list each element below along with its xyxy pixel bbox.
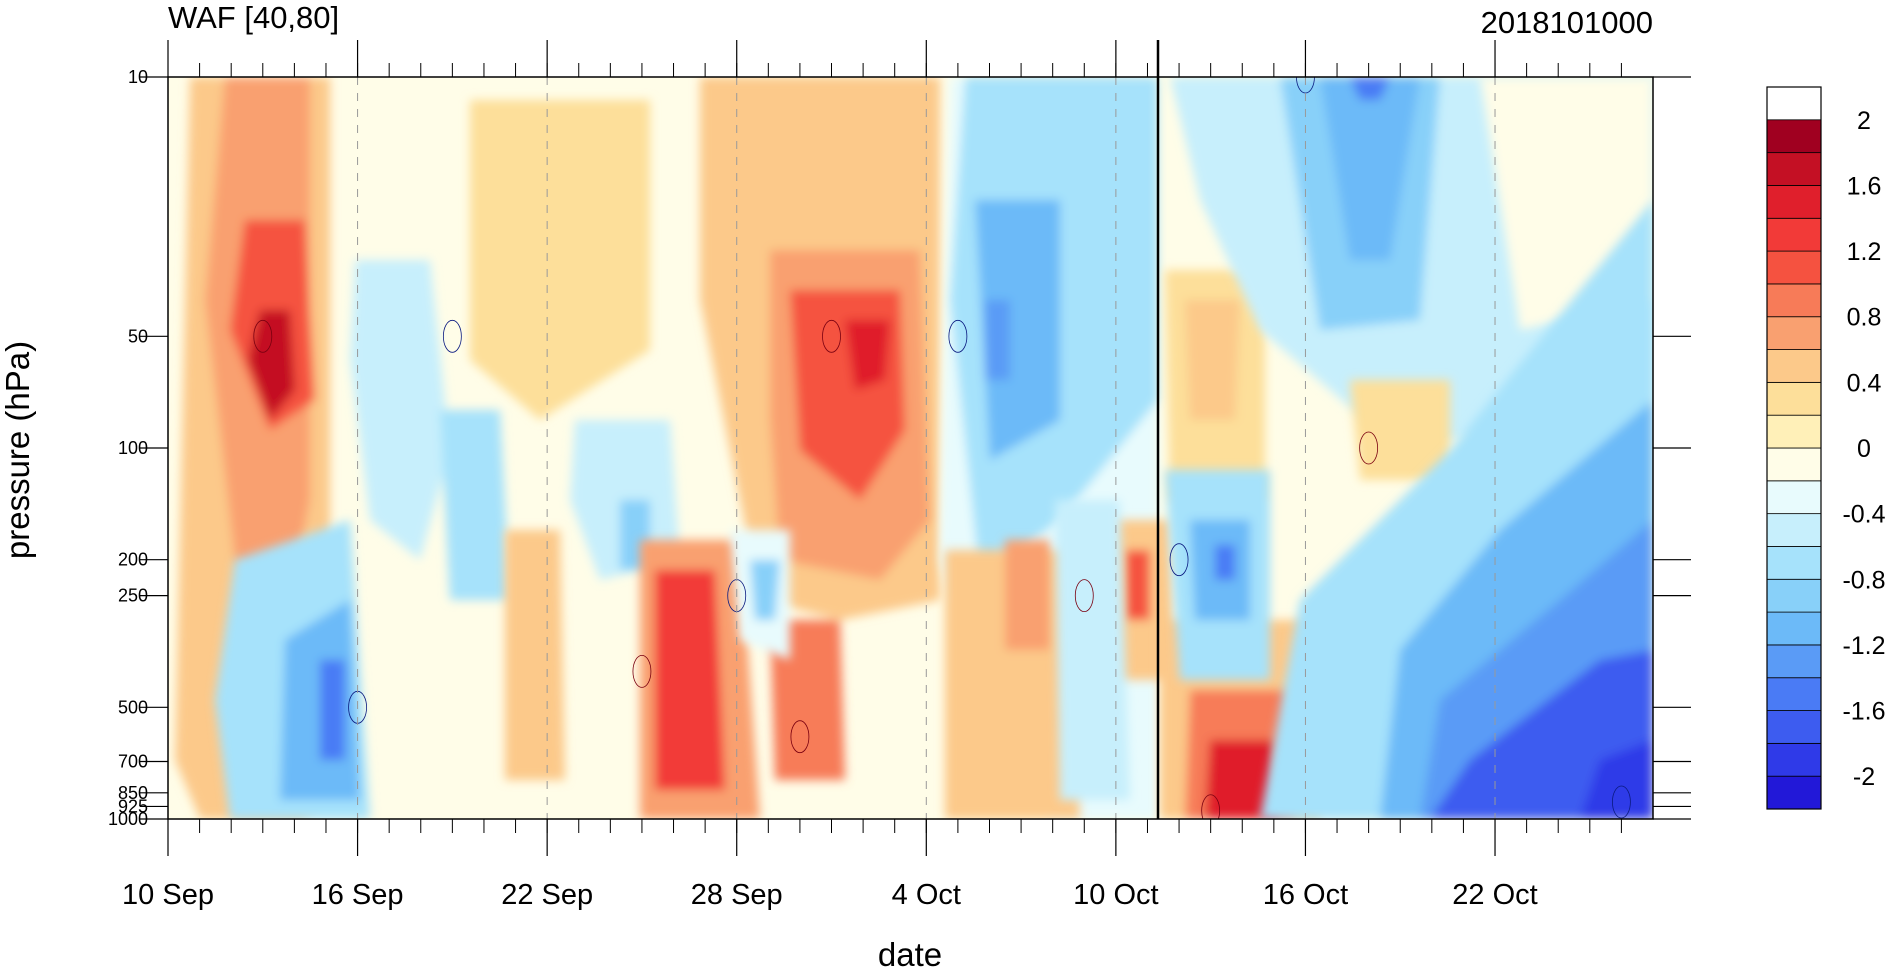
chart-title-right: 2018101000 (1481, 5, 1653, 40)
colorbar-segment (1766, 677, 1822, 711)
contour-extremum-mark (253, 319, 273, 353)
y-tick-label: 925 (118, 796, 148, 816)
contour-extremum-mark (948, 319, 968, 353)
colorbar-segment (1766, 381, 1822, 416)
contour-extremum-mark (1359, 431, 1379, 465)
colorbar-label: 2 (1857, 107, 1871, 135)
colorbar-segment (1766, 152, 1822, 186)
colorbar-label: -1.2 (1842, 632, 1885, 660)
y-tick-label: 100 (118, 438, 148, 458)
cool-region-sep19 (350, 260, 510, 600)
warm-region-sep26 (640, 540, 760, 819)
contour-extremum-mark (1612, 785, 1631, 819)
colorbar-segment (1766, 185, 1822, 219)
contour-fill-layer (175, 77, 1653, 819)
colorbar-segment (1766, 119, 1822, 154)
chart-title-left: WAF [40,80] (168, 0, 339, 35)
colorbar-label: 1.2 (1847, 238, 1882, 266)
colorbar-segment (1766, 250, 1822, 285)
colorbar-label: -2 (1853, 763, 1875, 791)
cool-region-oct8 (1055, 500, 1130, 800)
x-axis-title: date (878, 936, 942, 969)
x-tick-label: 22 Sep (501, 879, 593, 911)
y-tick-label: 10 (128, 67, 148, 87)
colorbar-segment (1766, 414, 1822, 449)
x-tick-label: 22 Oct (1452, 879, 1537, 911)
colorbar-segment (1766, 447, 1822, 482)
y-tick-label: 250 (118, 586, 148, 606)
colorbar-label: 0 (1857, 435, 1871, 463)
x-tick-label: 16 Sep (312, 879, 404, 911)
cool-region-late-oct (1260, 200, 1653, 819)
colorbar-label: 0.4 (1847, 369, 1882, 397)
contour-extremum-mark (790, 720, 810, 754)
colorbar-label: 1.6 (1847, 172, 1882, 200)
contour-extremum-mark (822, 319, 841, 353)
colorbar-label: -1.6 (1842, 698, 1885, 726)
y-tick-label: 200 (118, 550, 148, 570)
x-tick-label: 28 Sep (691, 879, 783, 911)
cool-region-oct12 (1165, 470, 1270, 680)
warm-region-oct6 (945, 520, 1175, 819)
colorbar-segment (1766, 710, 1822, 744)
colorbar: 2 1.6 1.2 0.8 0.4 0 -0.4 -0.8 -1.2 -1.6 -2 (1766, 86, 1886, 810)
warm-region-oct1 (700, 77, 940, 780)
contour-plot-area (167, 40, 1654, 820)
colorbar-segment (1766, 775, 1822, 810)
x-tick-label: 10 Oct (1073, 879, 1158, 911)
contour-extremum-mark (442, 319, 462, 353)
warm-region-sep22 (470, 100, 650, 780)
colorbar-segment (1766, 578, 1822, 613)
y-tick-label: 500 (118, 697, 148, 717)
colorbar-segment (1766, 644, 1822, 679)
x-tick-label: 16 Oct (1263, 879, 1348, 911)
colorbar-segment (1766, 611, 1822, 646)
y-tick-label: 850 (118, 783, 148, 803)
y-tick-label: 700 (118, 752, 148, 772)
contour-extremum-mark (1169, 543, 1189, 577)
colorbar-segment (1766, 316, 1822, 350)
contour-extremum-mark (1074, 579, 1094, 613)
colorbar-segment (1766, 513, 1822, 547)
contour-extremum-mark (632, 654, 652, 688)
x-tick-label: 4 Oct (892, 879, 961, 911)
date-grid-lines (357, 77, 1496, 819)
colorbar-segment (1766, 742, 1822, 777)
cool-region-sep28 (730, 530, 790, 660)
colorbar-segment (1766, 349, 1822, 383)
colorbar-segment (1766, 217, 1822, 252)
colorbar-label: 0.8 (1847, 304, 1882, 332)
x-axis-ticks: 10 Sep 16 Sep 22 Sep 28 Sep 4 Oct 10 Oct 16 Oc… (122, 40, 1622, 911)
y-tick-label: 1000 (108, 809, 148, 829)
colorbar-frame (1766, 86, 1822, 810)
contour-extremum-mark (1201, 794, 1221, 819)
cool-region-sep16 (215, 520, 370, 819)
y-tick-label: 50 (128, 326, 148, 346)
colorbar-segment (1766, 480, 1822, 515)
colorbar-segment (1766, 546, 1822, 580)
colorbar-label: -0.4 (1842, 501, 1885, 529)
colorbar-label: -0.8 (1842, 566, 1885, 594)
x-tick-label: 10 Sep (122, 879, 214, 911)
y-axis-title: pressure (hPa) (0, 341, 36, 559)
colorbar-segment (1766, 283, 1822, 318)
